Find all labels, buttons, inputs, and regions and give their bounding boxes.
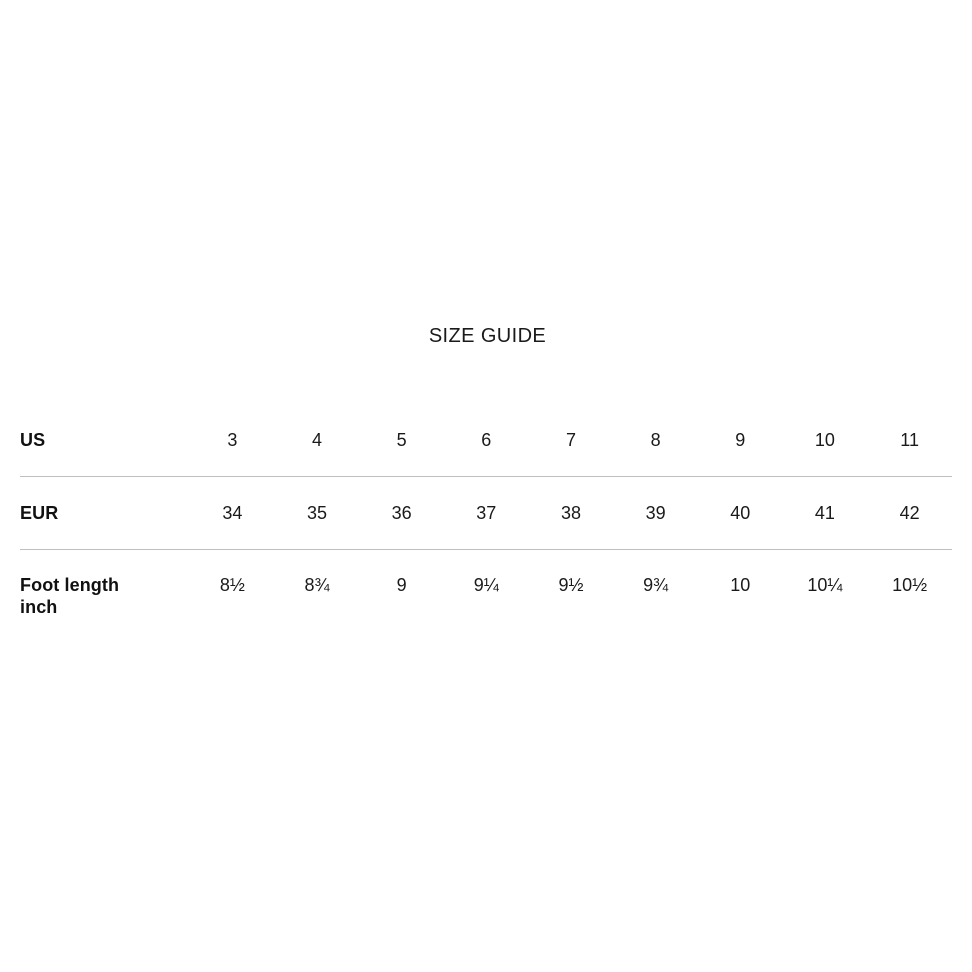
table-row: EUR 34 35 36 37 38 39 40 41 42	[20, 477, 952, 549]
cell-us-1: 3	[227, 430, 238, 450]
table-row: US 3 4 5 6 7 8 9 10 11	[20, 404, 952, 476]
row-divider	[20, 476, 952, 477]
row-label-foot-length: Foot length inch	[20, 550, 190, 652]
cell-eur-7: 40	[730, 503, 751, 523]
cell-eur-4: 37	[476, 503, 497, 523]
cell-us-3: 5	[396, 430, 407, 450]
cell-foot-6: 9¾	[643, 575, 669, 595]
cell-us-2: 4	[311, 430, 322, 450]
cell-foot-3: 9	[396, 575, 407, 595]
divider-cell-1	[20, 476, 952, 477]
cell-foot-2: 8¾	[304, 575, 330, 595]
cell-foot-4: 9¼	[473, 575, 499, 595]
cell-eur-1: 34	[222, 503, 243, 523]
cell-eur-3: 36	[391, 503, 412, 523]
size-guide-table: US 3 4 5 6 7 8 9 10 11 EUR	[20, 404, 952, 652]
cell-us-7: 9	[735, 430, 746, 450]
page-title: SIZE GUIDE	[428, 325, 547, 347]
cell-eur-2: 35	[306, 503, 327, 523]
cell-eur-6: 39	[645, 503, 666, 523]
cell-us-9: 11	[900, 430, 919, 450]
table-row: Foot length inch 8½ 8¾ 9 9¼ 9½ 9¾ 10 10¼…	[20, 550, 952, 652]
row-label-eur: EUR	[20, 477, 190, 549]
cell-foot-7: 10	[730, 575, 751, 595]
table-divider-row-2	[20, 549, 952, 550]
cell-us-6: 8	[650, 430, 661, 450]
table-divider-row-1	[20, 476, 952, 477]
row-label-foot-length-line-2: inch	[20, 597, 58, 617]
cell-foot-5: 9½	[558, 575, 584, 595]
row-divider	[20, 549, 952, 550]
divider-cell-2	[20, 549, 952, 550]
cell-eur-8: 41	[814, 503, 835, 523]
cell-eur-5: 38	[560, 503, 581, 523]
cell-us-8: 10	[814, 430, 835, 450]
row-label-us: US	[20, 404, 190, 476]
cell-foot-9: 10½	[892, 575, 928, 595]
row-label-us-line-1: US	[20, 430, 46, 450]
cell-us-4: 6	[481, 430, 492, 450]
cell-eur-9: 42	[899, 503, 920, 523]
cell-foot-1: 8½	[219, 575, 245, 595]
row-label-eur-line-1: EUR	[20, 503, 59, 523]
row-label-foot-length-line-1: Foot length	[20, 575, 120, 595]
cell-foot-8: 10¼	[807, 575, 843, 595]
cell-us-5: 7	[565, 430, 576, 450]
